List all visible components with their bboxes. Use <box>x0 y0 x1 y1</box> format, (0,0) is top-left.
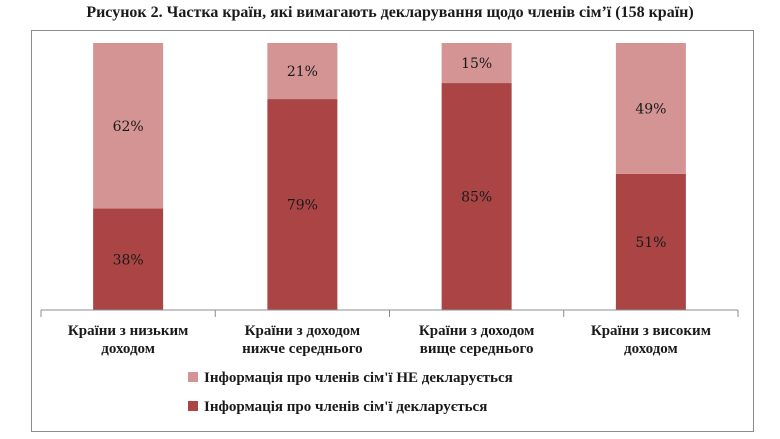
category-label: нижче середнього <box>242 341 363 357</box>
data-label: 85% <box>461 190 492 206</box>
bar-segment <box>441 43 512 84</box>
bar-segment <box>267 99 338 310</box>
legend-swatch <box>188 372 198 382</box>
chart-frame <box>31 30 754 432</box>
bar-segment <box>93 208 164 310</box>
bar-segment <box>615 173 686 310</box>
legend-label: Інформація про членів сім'ї НЕ декларуєт… <box>204 370 513 386</box>
category-label: доходом <box>101 341 155 357</box>
category-label: Країни з доходом <box>419 323 534 339</box>
data-label: 21% <box>287 64 318 80</box>
data-label: 62% <box>113 119 144 135</box>
data-label: 15% <box>461 56 492 72</box>
category-label: доходом <box>624 341 678 357</box>
bar-segment <box>441 83 512 310</box>
legend-label: Інформація про членів сім'ї декларується <box>204 399 487 415</box>
bar-segment <box>93 43 164 209</box>
category-label: Країни з доходом <box>245 323 360 339</box>
category-label: Країни з низьким <box>68 323 188 339</box>
category-label: вище середнього <box>420 341 534 357</box>
chart-title: Рисунок 2. Частка країн, які вимагають д… <box>86 4 694 21</box>
data-label: 38% <box>113 252 144 268</box>
data-label: 79% <box>287 198 318 214</box>
data-label: 49% <box>635 101 666 117</box>
category-label: Країни з високим <box>591 323 711 339</box>
bar-segment <box>267 43 338 100</box>
bar-segment <box>615 43 686 174</box>
data-label: 51% <box>635 235 666 251</box>
legend-swatch <box>188 401 198 411</box>
